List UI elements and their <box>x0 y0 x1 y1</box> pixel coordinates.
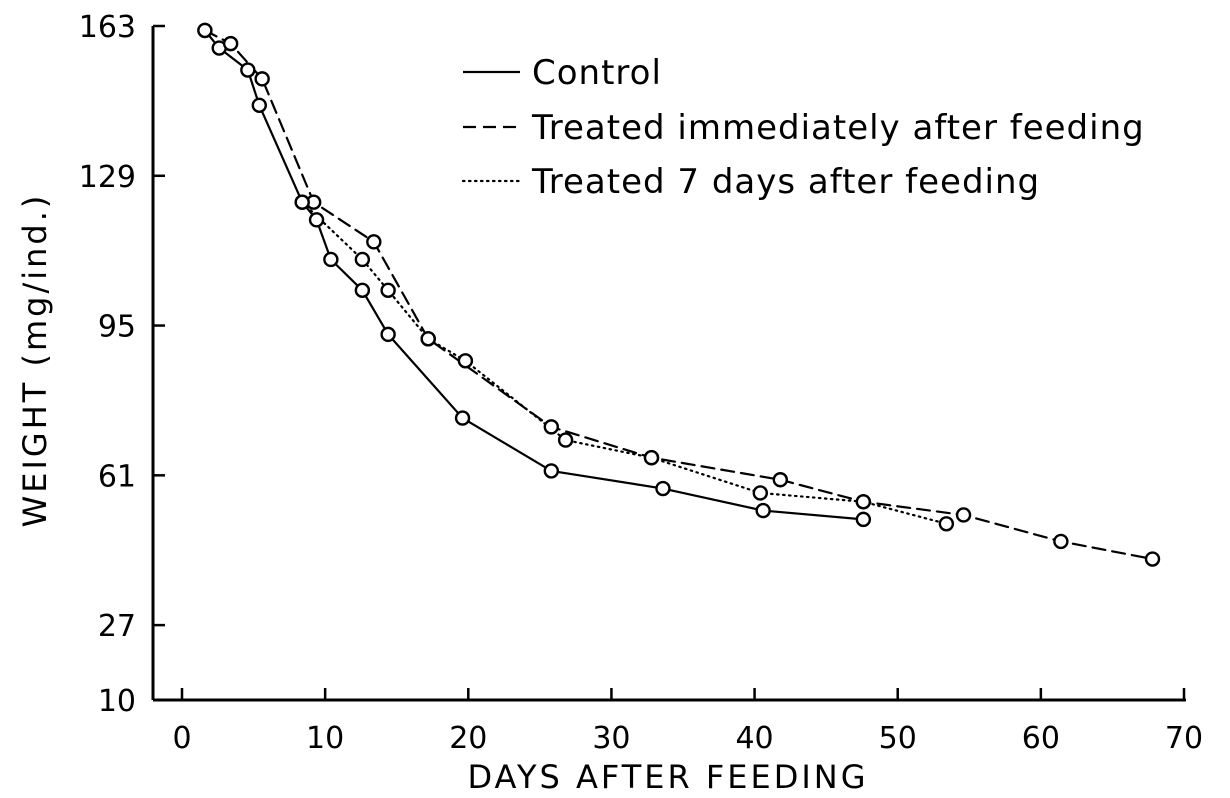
data-point <box>251 97 267 113</box>
x-tick-label: 30 <box>592 721 630 756</box>
y-tick-label: 129 <box>79 160 136 195</box>
y-tick-label: 95 <box>98 310 136 345</box>
y-tick-label: 27 <box>98 609 136 644</box>
legend: Control Treated immediately after feedin… <box>461 53 1145 202</box>
data-point <box>772 472 789 488</box>
series-points <box>197 22 1161 567</box>
data-point <box>855 511 872 528</box>
data-point <box>454 410 471 426</box>
x-tick-label: 0 <box>172 721 191 756</box>
y-tick-label: 163 <box>79 10 136 45</box>
data-point <box>222 35 239 52</box>
data-point <box>938 516 955 532</box>
y-tick-label: 10 <box>98 684 136 719</box>
x-tick-label: 50 <box>879 721 917 756</box>
data-point <box>457 353 474 369</box>
y-axis-title: WEIGHT (mg/ind.) <box>16 193 54 528</box>
data-point <box>354 282 371 299</box>
data-point <box>308 212 325 228</box>
x-tick-label: 20 <box>449 721 487 756</box>
data-point <box>366 234 382 250</box>
data-point <box>752 485 768 501</box>
x-axis-title: DAYS AFTER FEEDING <box>467 758 868 796</box>
legend-label-treated-immediately: Treated immediately after feeding <box>531 108 1145 148</box>
data-point <box>543 419 560 435</box>
data-point <box>955 507 972 523</box>
data-point <box>380 326 396 343</box>
data-point <box>855 494 872 510</box>
data-point <box>1144 551 1161 567</box>
y-ticks: 10 27 61 95 129 163 <box>79 10 165 719</box>
data-point <box>655 480 671 497</box>
data-point <box>543 463 560 479</box>
series-line-2 <box>301 201 948 525</box>
data-point <box>197 22 213 39</box>
legend-label-treated-7-days: Treated 7 days after feeding <box>531 162 1040 202</box>
data-point <box>755 502 771 519</box>
x-tick-label: 70 <box>1165 721 1203 756</box>
x-tick-label: 10 <box>306 721 344 756</box>
data-point <box>380 282 396 299</box>
data-point <box>323 251 339 268</box>
data-point <box>294 194 310 210</box>
data-point <box>557 432 574 448</box>
series-line-0 <box>203 29 865 521</box>
data-point <box>354 251 371 268</box>
legend-label-control: Control <box>532 53 662 93</box>
data-point <box>254 71 270 87</box>
data-point <box>1053 533 1069 550</box>
data-point <box>643 450 660 466</box>
x-tick-label: 40 <box>735 721 773 756</box>
data-point <box>240 62 256 78</box>
x-tick-label: 60 <box>1022 721 1060 756</box>
data-point <box>420 331 436 347</box>
y-tick-label: 61 <box>98 459 136 494</box>
x-ticks: 0 10 20 30 40 50 60 70 <box>172 688 1203 756</box>
